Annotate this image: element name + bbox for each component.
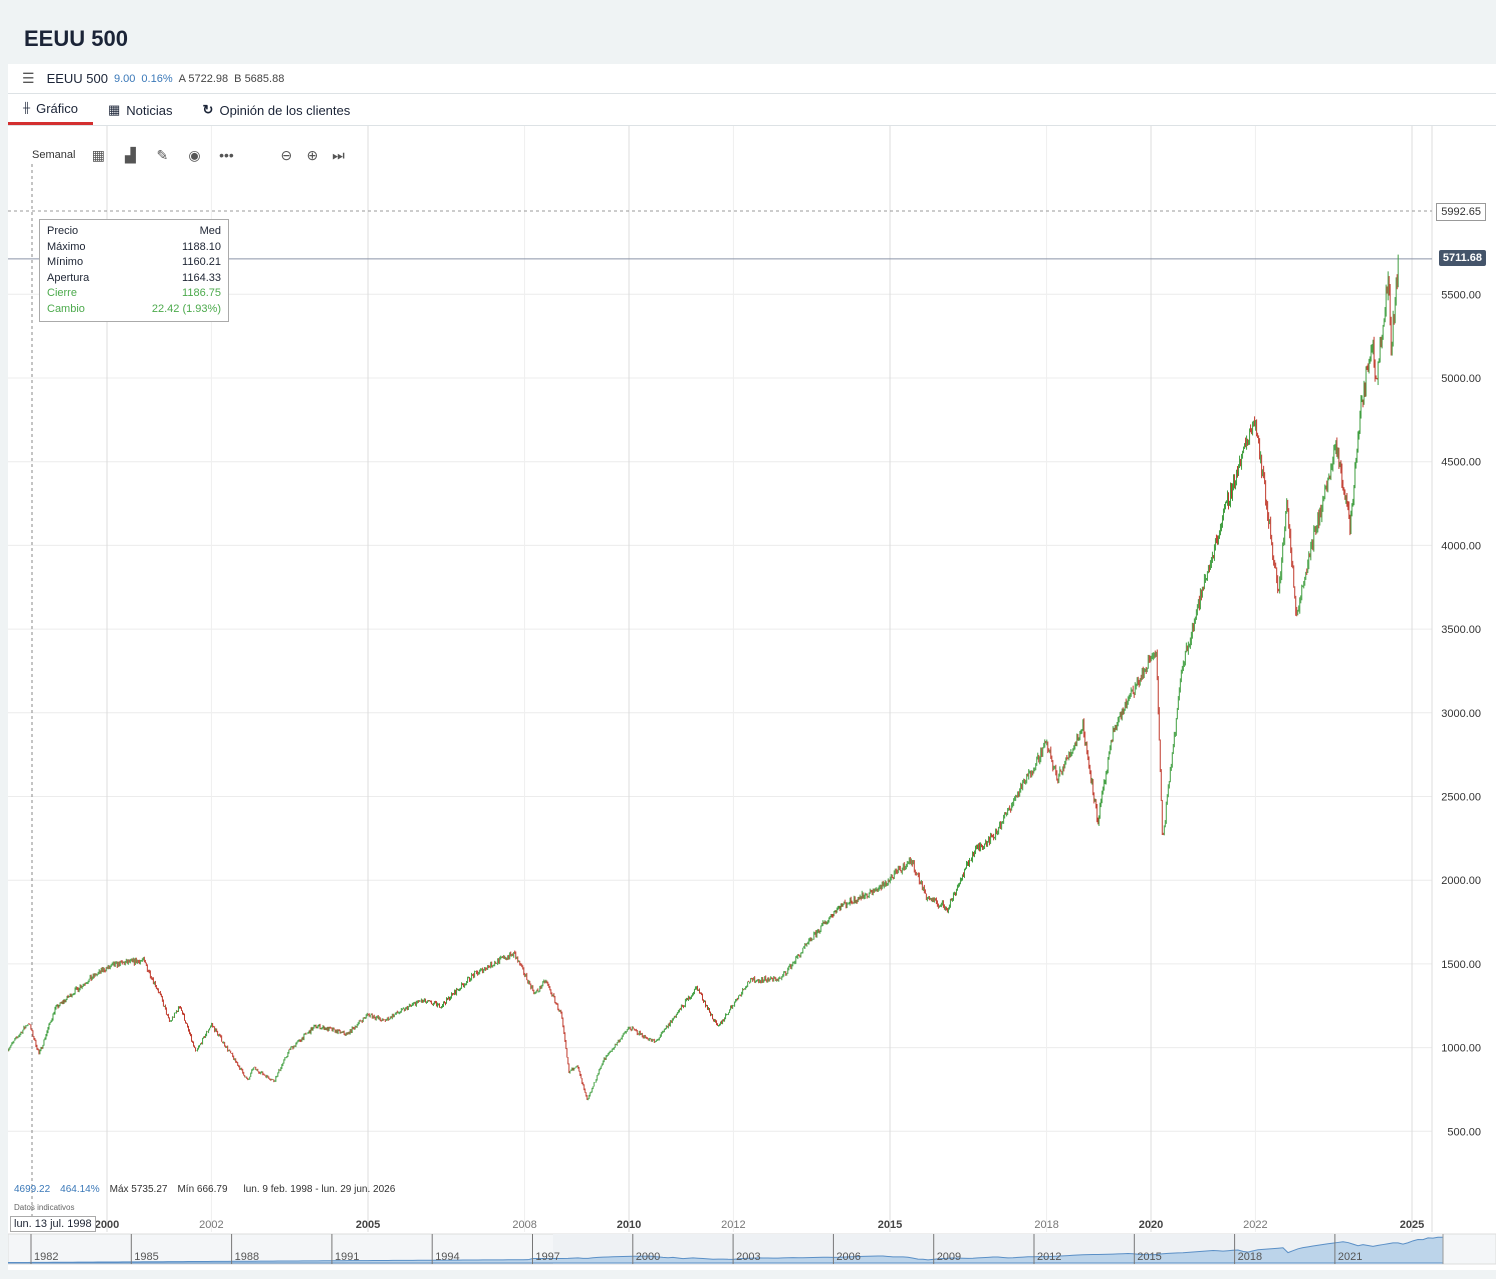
refresh-icon: ↻ — [202, 102, 214, 117]
navigator-label: 2003 — [736, 1251, 760, 1263]
period-change: 4699.22 — [14, 1184, 51, 1195]
tooltip-value: 1160.21 — [182, 256, 221, 268]
indicative-note: Datos indicativos — [14, 1203, 75, 1212]
navigator-label: 1982 — [34, 1251, 58, 1263]
x-tick-label: 2000 — [95, 1219, 119, 1231]
navigator-label: 2006 — [836, 1251, 860, 1263]
current-price-label: 5711.68 — [1438, 250, 1486, 266]
navigator-label: 1997 — [536, 1251, 560, 1263]
y-tick-label: 500.00 — [1447, 1126, 1481, 1138]
x-tick-label: 2020 — [1139, 1219, 1163, 1231]
period-max: Máx 5735.27 — [109, 1184, 168, 1195]
navigator-label: 1994 — [435, 1251, 459, 1263]
chart-toolbar: Semanal ▦ ▟ ✎ ◉ ••• ⊖ ⊕ ⏭ — [32, 146, 347, 164]
tab-noticias[interactable]: ▦ Noticias — [93, 95, 188, 125]
zoom-in-icon[interactable]: ⊕ — [306, 146, 319, 163]
tooltip-value: 1164.33 — [182, 271, 221, 284]
skip-end-icon[interactable]: ⏭ — [332, 146, 345, 163]
period-change-pct: 464.14% — [60, 1184, 100, 1195]
menu-icon[interactable]: ☰ — [22, 70, 35, 86]
pencil-icon[interactable]: ✎ — [156, 146, 169, 163]
change-pct: 0.16% — [141, 72, 173, 85]
tabs: ╫ Gráfico ▦ Noticias ↻ Opinión de los clien… — [8, 95, 1496, 126]
y-tick-label: 1000.00 — [1441, 1043, 1481, 1055]
navigator-label: 2012 — [1037, 1251, 1061, 1263]
tab-label: Gráfico — [36, 101, 78, 116]
price-chart[interactable]: 500.00 1000.00 1500.00 2000.00 2500.00 3000.0… — [8, 64, 1496, 1270]
tab-label: Noticias — [126, 102, 173, 118]
stats-bar: 4699.22 464.14% Máx 5735.27 Mín 666.79 l… — [14, 1184, 395, 1195]
ohlc-tooltip: Precio Med Máximo 1188.10 Mínimo 1160.21 Ap… — [39, 219, 229, 322]
x-tick-label: 2015 — [878, 1219, 902, 1231]
navigator-label: 2000 — [636, 1251, 660, 1263]
navigator-label: 1991 — [335, 1251, 359, 1263]
news-icon: ▦ — [108, 102, 121, 117]
zoom-out-icon[interactable]: ⊖ — [280, 146, 293, 163]
ask-price: A 5722.98 — [178, 72, 229, 85]
tooltip-value: 22.42 (1.93%) — [151, 302, 221, 315]
tooltip-mode: Med — [199, 225, 221, 237]
x-tick-label: 2025 — [1400, 1219, 1424, 1231]
quote-bar: ☰ EEUU 500 9.00 0.16% A 5722.98 B 5685.8… — [8, 64, 1496, 94]
navigator-label: 2015 — [1137, 1251, 1161, 1263]
tab-grafico[interactable]: ╫ Gráfico — [8, 95, 93, 125]
navigator-label: 2021 — [1338, 1251, 1362, 1263]
bar-chart-icon[interactable]: ▟ — [125, 146, 136, 163]
change: 9.00 — [113, 72, 136, 85]
candlestick-icon: ╫ — [23, 103, 31, 114]
tooltip-value: 1186.75 — [182, 287, 221, 299]
y-tick-label: 5000.00 — [1441, 373, 1481, 385]
x-tick-label: 2002 — [199, 1219, 223, 1231]
navigator-area — [8, 1236, 1444, 1264]
tab-opinion[interactable]: ↻ Opinión de los clientes — [188, 95, 366, 125]
x-tick-label: 2022 — [1243, 1219, 1267, 1231]
y-tick-label: 2500.00 — [1441, 792, 1481, 804]
tooltip-label: Apertura — [47, 271, 90, 284]
navigator-label: 2018 — [1238, 1251, 1262, 1263]
period-min: Mín 666.79 — [177, 1184, 228, 1195]
tooltip-label: Cambio — [47, 302, 85, 315]
cursor-date-label: lun. 13 jul. 1998 — [10, 1216, 96, 1232]
navigator-label: 2009 — [937, 1251, 961, 1263]
interval-select[interactable]: Semanal — [32, 149, 76, 161]
y-tick-label: 2000.00 — [1441, 875, 1481, 887]
x-tick-label: 2012 — [721, 1219, 745, 1231]
bid-price: B 5685.88 — [234, 72, 285, 85]
tooltip-header: Precio — [47, 225, 79, 237]
eye-icon[interactable]: ◉ — [188, 146, 201, 163]
y-tick-label: 3000.00 — [1441, 708, 1481, 720]
navigator-label: 1988 — [235, 1251, 259, 1263]
period-range: lun. 9 feb. 1998 - lun. 29 jun. 2026 — [243, 1184, 396, 1195]
page-title: EEUU 500 — [24, 26, 128, 51]
tab-label: Opinión de los clientes — [219, 102, 351, 118]
x-tick-label: 2018 — [1034, 1219, 1058, 1231]
tooltip-label: Mínimo — [47, 256, 84, 268]
dashed-price-label: 5992.65 — [1436, 203, 1486, 221]
y-tick-label: 1500.00 — [1441, 959, 1481, 971]
more-icon[interactable]: ••• — [219, 147, 234, 163]
tooltip-label: Máximo — [47, 240, 86, 253]
tooltip-value: 1188.10 — [182, 240, 221, 253]
tooltip-label: Cierre — [47, 287, 77, 299]
x-tick-label: 2008 — [512, 1219, 536, 1231]
x-tick-label: 2010 — [617, 1219, 641, 1231]
instrument-name: EEUU 500 — [46, 71, 108, 86]
chart-panel: ☰ EEUU 500 9.00 0.16% A 5722.98 B 5685.8… — [8, 64, 1496, 1270]
y-tick-label: 5500.00 — [1441, 289, 1481, 301]
y-tick-label: 4500.00 — [1441, 457, 1481, 469]
y-tick-label: 4000.00 — [1441, 540, 1481, 552]
y-tick-label: 3500.00 — [1441, 624, 1481, 636]
navigator-label: 1985 — [134, 1251, 158, 1263]
x-tick-label: 2005 — [356, 1219, 380, 1231]
calendar-icon[interactable]: ▦ — [91, 146, 106, 163]
